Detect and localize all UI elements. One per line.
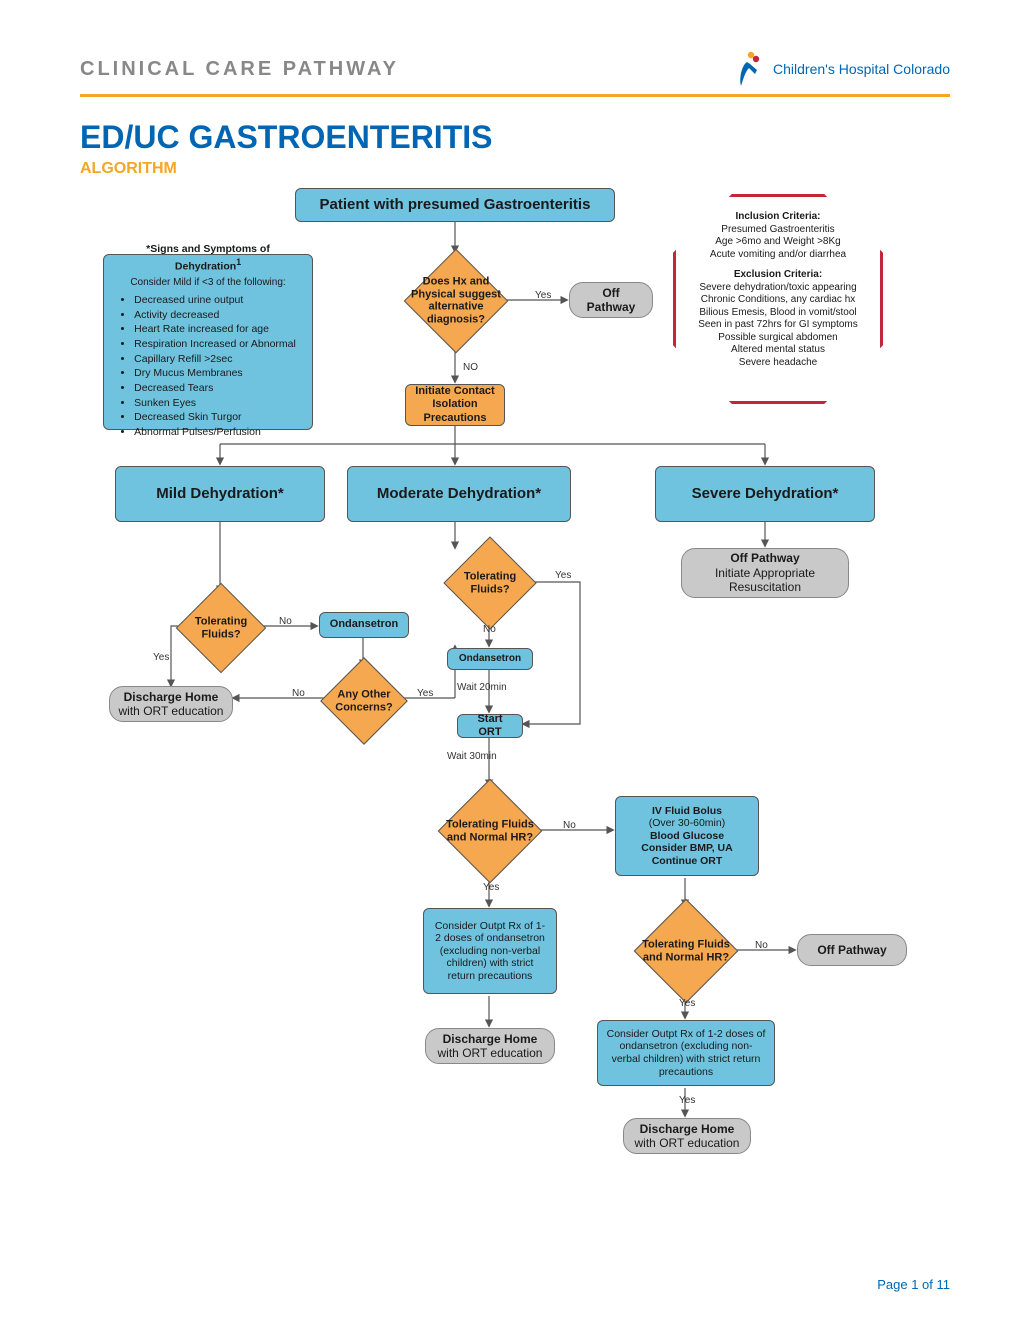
page-subtitle: ALGORITHM	[80, 160, 950, 178]
org-name: Children's Hospital Colorado	[773, 61, 950, 77]
page-header: CLINICAL CARE PATHWAY Children's Hospita…	[80, 50, 950, 97]
page-footer: Page 1 of 11	[877, 1277, 950, 1292]
node-mild: Mild Dehydration*	[115, 466, 325, 522]
edge-label: No	[561, 820, 578, 831]
wait-label: Wait 30min	[445, 751, 499, 762]
node-consider-rx-2: Consider Outpt Rx of 1-2 doses of ondans…	[597, 1020, 775, 1086]
node-ondansetron-2: Ondansetron	[447, 648, 533, 670]
node-off-pathway-2: Off Pathway	[797, 934, 907, 966]
edge-label: No	[277, 616, 294, 627]
edge-label: No	[290, 688, 307, 699]
node-iv-bolus: IV Fluid Bolus (Over 30-60min) Blood Glu…	[615, 796, 759, 876]
node-consider-rx-1: Consider Outpt Rx of 1-2 doses of ondans…	[423, 908, 557, 994]
edge-label: Yes	[481, 882, 501, 893]
org-logo: Children's Hospital Colorado	[733, 50, 950, 88]
decision-alt-diagnosis: Does Hx and Physical suggest alternative…	[404, 249, 509, 354]
flowchart: Patient with presumed Gastroenteritis Do…	[85, 186, 945, 1266]
node-off-pathway-1: Off Pathway	[569, 282, 653, 318]
edge-label: Yes	[533, 290, 553, 301]
decision-tolerating-moderate: Tolerating Fluids?	[443, 536, 536, 629]
node-ondansetron-1: Ondansetron	[319, 612, 409, 638]
symptom-list: Decreased urine output Activity decrease…	[120, 293, 296, 440]
edge-label: Yes	[677, 1095, 697, 1106]
decision-any-concerns: Any Other Concerns?	[320, 657, 408, 745]
node-moderate: Moderate Dehydration*	[347, 466, 571, 522]
criteria-octagon: Inclusion Criteria: Presumed Gastroenter…	[673, 194, 883, 404]
edge-label: Yes	[151, 652, 171, 663]
node-start-ort: Start ORT	[457, 714, 523, 738]
decision-tolerating-mild: Tolerating Fluids?	[176, 583, 267, 674]
decision-tolerating-hr-1: Tolerating Fluids and Normal HR?	[438, 779, 543, 884]
node-severe-off: Off Pathway Initiate Appropriate Resusci…	[681, 548, 849, 598]
node-severe: Severe Dehydration*	[655, 466, 875, 522]
node-start: Patient with presumed Gastroenteritis	[295, 188, 615, 222]
edge-label: Yes	[553, 570, 573, 581]
decision-tolerating-hr-2: Tolerating Fluids and Normal HR?	[634, 899, 739, 1004]
node-discharge-1: Discharge Home with ORT education	[109, 686, 233, 722]
header-title: CLINICAL CARE PATHWAY	[80, 58, 399, 81]
edge-label: Yes	[415, 688, 435, 699]
node-discharge-2: Discharge Home with ORT education	[425, 1028, 555, 1064]
edge-label: Yes	[677, 998, 697, 1009]
page-title: ED/UC GASTROENTERITIS	[80, 119, 950, 156]
edge-label: No	[753, 940, 770, 951]
edge-label: NO	[461, 362, 480, 373]
node-discharge-3: Discharge Home with ORT education	[623, 1118, 751, 1154]
edge-label: No	[481, 624, 498, 635]
wait-label: Wait 20min	[455, 682, 509, 693]
node-isolation: Initiate Contact Isolation Precautions	[405, 384, 505, 426]
signs-info-box: *Signs and Symptoms of Dehydration1 Cons…	[103, 254, 313, 430]
